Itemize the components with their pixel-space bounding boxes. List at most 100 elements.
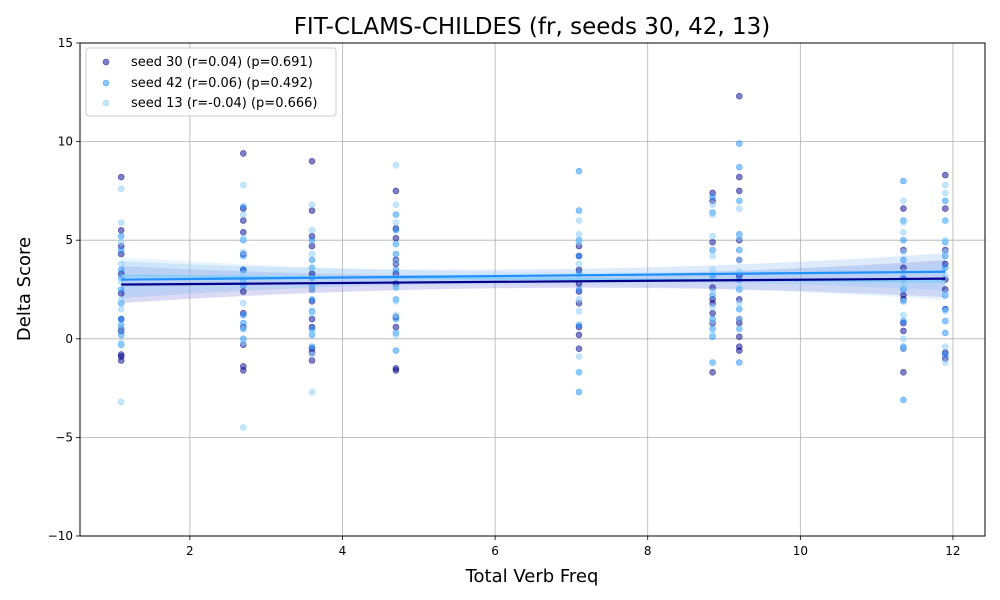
x-tick-label: 12	[945, 544, 960, 558]
legend-box	[85, 47, 337, 117]
y-tick-label: 0	[65, 332, 73, 346]
data-point	[308, 256, 316, 264]
data-point	[575, 345, 583, 353]
data-point	[240, 288, 247, 295]
data-point	[308, 236, 316, 244]
y-axis-title: Delta Score	[14, 237, 35, 341]
data-point	[709, 201, 716, 208]
data-point	[308, 315, 316, 323]
data-point	[117, 246, 125, 254]
data-point	[240, 234, 247, 242]
legend-label-seed-42: seed 42 (r=0.06) (p=0.492)	[131, 76, 313, 91]
data-point	[735, 284, 743, 291]
data-point	[392, 162, 400, 169]
data-point	[575, 296, 583, 303]
data-point	[735, 305, 743, 313]
data-point	[308, 264, 316, 272]
data-point	[735, 197, 743, 205]
data-point	[941, 290, 949, 297]
legend-label-seed-13: seed 13 (r=-0.04) (p=0.666)	[131, 96, 317, 111]
data-point	[240, 211, 247, 218]
data-point	[900, 297, 907, 305]
data-point	[709, 303, 716, 311]
data-point	[392, 240, 400, 248]
data-point	[117, 296, 125, 303]
data-point	[240, 150, 247, 157]
data-point	[900, 177, 907, 185]
data-point	[709, 325, 716, 333]
data-point	[392, 211, 400, 218]
data-point	[240, 367, 247, 374]
data-point	[900, 248, 907, 256]
data-point	[900, 236, 907, 244]
data-point	[900, 317, 907, 325]
data-point	[900, 335, 907, 343]
data-point	[575, 307, 583, 315]
x-tick-label: 6	[491, 544, 499, 558]
y-tick-label: −10	[48, 529, 73, 543]
data-point	[941, 351, 949, 358]
data-point	[709, 331, 716, 339]
data-point	[117, 260, 125, 268]
data-point	[709, 309, 716, 317]
data-point	[941, 248, 949, 256]
data-point	[575, 207, 583, 214]
data-point	[709, 368, 716, 376]
data-point	[240, 319, 247, 327]
data-point	[900, 327, 907, 335]
data-point	[941, 343, 949, 351]
data-point	[735, 205, 743, 212]
data-point	[900, 345, 907, 353]
data-point	[575, 252, 583, 260]
data-point	[735, 299, 743, 307]
data-point	[900, 205, 907, 212]
data-point	[392, 284, 400, 291]
data-point	[308, 286, 316, 293]
data-point	[941, 205, 949, 212]
data-point	[735, 256, 743, 264]
data-point	[735, 246, 743, 254]
chart-title: FIT-CLAMS-CHILDES (fr, seeds 30, 42, 13)	[294, 14, 771, 40]
data-point	[240, 325, 247, 333]
y-tick-label: 5	[65, 233, 73, 247]
x-tick-label: 10	[793, 544, 808, 558]
data-point	[308, 207, 316, 214]
data-point	[900, 368, 907, 376]
data-point	[392, 323, 400, 331]
data-point	[308, 309, 316, 317]
data-point	[240, 299, 247, 307]
data-point	[575, 388, 583, 396]
data-point	[575, 353, 583, 360]
data-point	[392, 347, 400, 354]
data-point	[240, 248, 247, 256]
data-point	[735, 173, 743, 181]
data-point	[117, 233, 125, 240]
data-point	[575, 231, 583, 238]
data-point	[735, 92, 743, 100]
regression-line	[121, 277, 946, 286]
data-point	[709, 288, 716, 295]
data-point	[941, 171, 949, 179]
data-point	[575, 321, 583, 329]
data-point	[117, 219, 125, 226]
data-point	[117, 325, 125, 333]
data-point	[117, 357, 125, 364]
data-point	[117, 339, 125, 347]
x-tick-label: 4	[339, 544, 347, 558]
data-point	[392, 367, 400, 374]
data-point	[392, 201, 400, 208]
data-point	[735, 325, 743, 333]
data-point	[392, 250, 400, 258]
data-point	[392, 258, 400, 266]
data-point	[240, 203, 247, 210]
data-point	[941, 217, 949, 224]
data-point	[735, 347, 743, 354]
data-point	[308, 227, 316, 234]
data-point	[308, 388, 316, 396]
data-point	[735, 187, 743, 195]
axis-ticks: 2 4 6 8 10 12 −10 −5 0 5 10 15	[48, 36, 961, 558]
data-point	[941, 197, 949, 205]
data-point	[117, 185, 125, 193]
y-tick-label: 10	[58, 135, 73, 149]
